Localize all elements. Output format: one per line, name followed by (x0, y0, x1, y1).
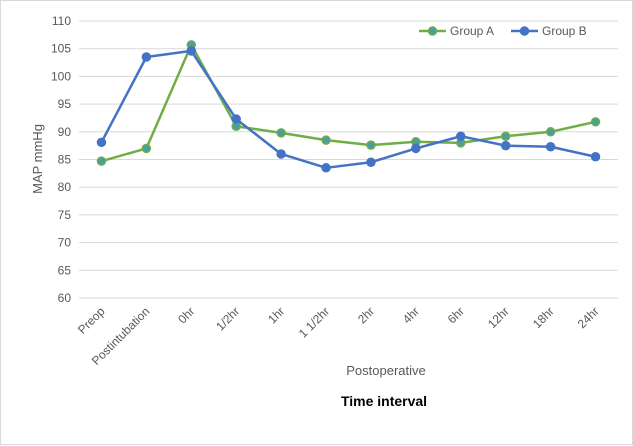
data-point (186, 46, 197, 56)
data-point (590, 117, 601, 127)
y-tick-label: 70 (58, 236, 72, 250)
y-axis-ticks: 60 65 70 75 80 85 90 95 100 105 110 (51, 14, 71, 305)
legend-label: Group B (542, 24, 587, 38)
data-point (321, 135, 331, 145)
data-point (96, 156, 107, 166)
x-tick-label: 1hr (265, 304, 287, 326)
data-point (141, 52, 152, 62)
gridlines (79, 20, 618, 299)
series-line (100, 49, 596, 170)
data-point (500, 131, 511, 141)
x-tick-label: 4hr (400, 304, 422, 326)
y-tick-label: 60 (58, 291, 72, 305)
data-point (590, 151, 601, 162)
data-point (456, 131, 466, 141)
y-tick-label: 75 (58, 208, 72, 222)
data-point (366, 157, 376, 168)
y-tick-label: 110 (52, 14, 71, 28)
y-tick-label: 65 (58, 263, 72, 277)
x-tick-label: 18hr (530, 304, 557, 331)
x-tick-label: 12hr (485, 304, 512, 331)
y-axis-title: MAP mmHg (30, 124, 45, 194)
series-line (101, 43, 596, 163)
legend-swatch-marker (427, 26, 438, 36)
data-point (366, 140, 376, 150)
data-point (545, 127, 556, 137)
data-point (231, 114, 241, 124)
x-tick-label: 1/2hr (213, 304, 242, 333)
x-tick-label: 6hr (445, 304, 467, 326)
x-tick-label: 1 1/2hr (296, 304, 332, 340)
y-tick-label: 105 (51, 42, 71, 56)
y-tick-label: 100 (51, 69, 71, 83)
x-tick-label: 0hr (175, 304, 197, 326)
data-point (96, 137, 107, 148)
x-tick-label: Preop (75, 304, 108, 337)
data-point (545, 142, 556, 152)
data-point (411, 143, 421, 154)
x-axis-title: Time interval (341, 393, 427, 409)
y-tick-label: 80 (58, 180, 72, 194)
data-point (276, 128, 286, 138)
series-group-b (96, 46, 601, 173)
x-tick-label: 2hr (355, 304, 377, 326)
data-point (500, 140, 511, 151)
y-tick-label: 85 (58, 153, 72, 167)
data-point (276, 149, 286, 159)
x-axis-subtitle: Postoperative (346, 363, 426, 378)
legend-swatch-marker (519, 26, 530, 36)
y-tick-label: 95 (58, 97, 72, 111)
x-tick-label: 24hr (575, 304, 602, 331)
legend-label: Group A (450, 24, 494, 38)
y-tick-label: 90 (58, 125, 72, 139)
data-point (321, 163, 331, 173)
series-layer (96, 40, 601, 173)
data-point (141, 143, 152, 154)
legend: Group A Group B (419, 24, 587, 38)
